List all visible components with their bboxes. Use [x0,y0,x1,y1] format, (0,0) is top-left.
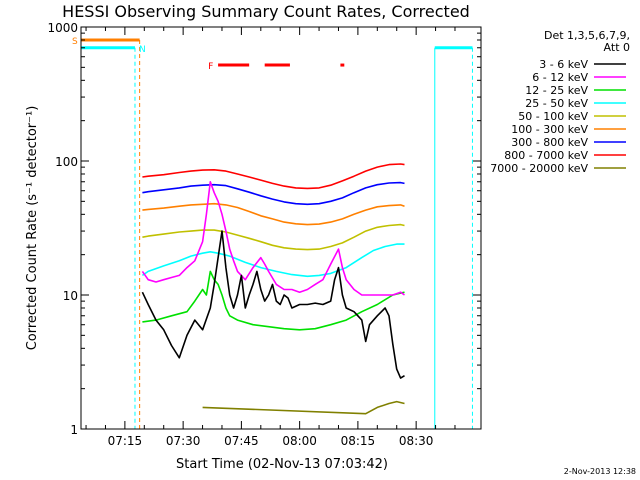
series-line-0 [141,230,405,379]
timestamp: 2-Nov-2013 12:38 [564,467,636,476]
series-line-7 [142,163,405,190]
plot-content [81,38,473,429]
chart-title: HESSI Observing Summary Count Rates, Cor… [62,2,470,21]
legend-label-5: 100 - 300 keV [511,123,588,136]
series-line-3 [141,243,405,278]
legend-label-1: 6 - 12 keV [532,71,588,84]
legend-header-line2: Att 0 [604,41,630,54]
series-line-1 [141,181,405,296]
legend-header-line1: Det 1,3,5,6,7,9, [544,29,630,42]
legend-label-4: 50 - 100 keV [518,110,588,123]
legend-label-8: 7000 - 20000 keV [490,162,588,175]
series-line-2 [142,270,405,331]
x-tick-label-2: 07:45 [224,434,259,448]
y-tick-label-1: 10 [63,289,78,303]
plot-frame [80,26,482,430]
y-tick-label-3: 1000 [47,21,78,35]
axes: 07:15 07:30 07:45 08:00 08:15 08:30 1 10 100 1000 [47,21,482,448]
legend-label-2: 12 - 25 keV [525,84,588,97]
y-tick-label-0: 1 [70,423,78,437]
x-tick-label-1: 07:30 [166,434,201,448]
y-axis-label: Corrected Count Rate (s⁻¹ detector⁻¹) [25,106,40,351]
y-tick-label-2: 100 [55,155,78,169]
series-line-4 [142,223,405,251]
series-line-8 [202,400,405,415]
x-tick-label-3: 08:00 [282,434,317,448]
flag-label-s: S [72,37,78,47]
legend-label-3: 25 - 50 keV [525,97,588,110]
legend-label-7: 800 - 7000 keV [504,149,588,162]
flag-label-n: N [139,45,146,55]
x-tick-label-0: 07:15 [108,434,143,448]
series-line-5 [142,202,405,226]
legend-label-0: 3 - 6 keV [539,58,588,71]
legend-label-6: 300 - 800 keV [511,136,588,149]
plot-area: S N F [72,37,473,429]
flag-label-f: F [208,62,213,72]
series-line-6 [142,181,405,206]
x-axis-label: Start Time (02-Nov-13 07:03:42) [176,457,388,472]
x-tick-label-5: 08:30 [399,434,434,448]
x-tick-label-4: 08:15 [341,434,376,448]
